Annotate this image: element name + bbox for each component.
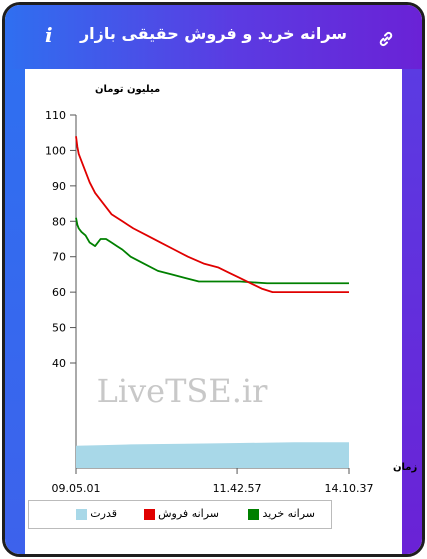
left-gradient-band	[5, 69, 25, 554]
y-tick-label: 40	[52, 357, 66, 370]
y-tick-label: 50	[52, 322, 66, 335]
legend-item-sell[interactable]: سرانه فروش	[143, 507, 219, 520]
watermark: LiveTSE.ir	[97, 372, 269, 410]
y-tick-label: 80	[52, 215, 66, 228]
x-tick-label: 11.42.57	[213, 482, 262, 495]
card-title: سرانه خرید و فروش حقیقی بازار	[79, 24, 348, 43]
sell-line	[75, 136, 349, 294]
y-axis-label: میلیون تومان	[95, 84, 160, 95]
info-icon[interactable]: i	[45, 23, 53, 47]
y-tick-label: 70	[52, 251, 66, 264]
chart-area	[25, 69, 402, 554]
buy-line	[75, 217, 349, 285]
y-tick-label: 100	[45, 144, 66, 157]
legend: سرانه خرید سرانه فروش قدرت	[28, 500, 332, 529]
right-gradient-band	[402, 69, 422, 554]
legend-swatch-power	[75, 508, 87, 520]
y-tick-label: 90	[52, 180, 66, 193]
y-tick-label: 60	[52, 286, 66, 299]
card-header: i سرانه خرید و فروش حقیقی بازار	[5, 5, 422, 69]
x-tick-label: 14.10.37	[325, 482, 374, 495]
legend-item-buy[interactable]: سرانه خرید	[247, 507, 315, 520]
legend-item-power[interactable]: قدرت	[75, 507, 117, 520]
link-icon[interactable]	[378, 31, 394, 51]
legend-label-sell: سرانه فروش	[158, 507, 219, 520]
legend-label-power: قدرت	[90, 507, 117, 520]
legend-swatch-sell	[143, 508, 155, 520]
x-tick-label: 09.05.01	[52, 482, 101, 495]
legend-swatch-buy	[247, 508, 259, 520]
x-axis-label: زمان	[393, 462, 417, 473]
y-tick-label: 110	[45, 109, 66, 122]
legend-label-buy: سرانه خرید	[262, 507, 315, 520]
power-area	[76, 442, 349, 468]
